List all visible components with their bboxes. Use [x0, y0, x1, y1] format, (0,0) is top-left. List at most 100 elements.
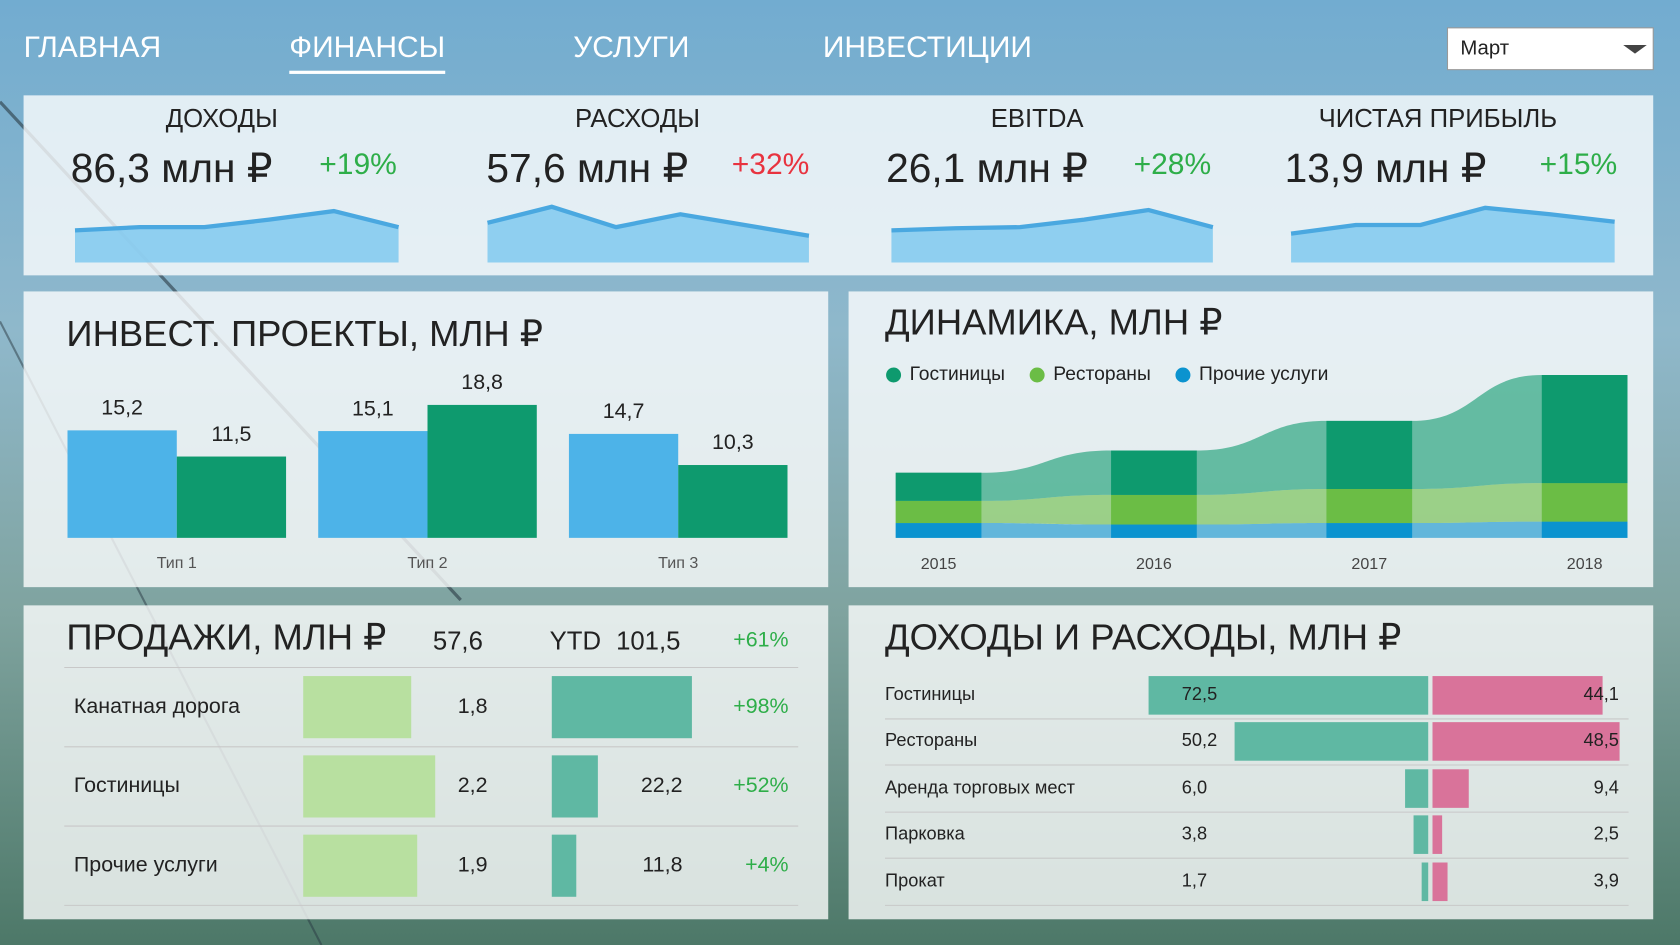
bar-value-label: 10,3 — [712, 430, 754, 454]
panel-title: ИНВЕСТ. ПРОЕКТЫ, МЛН ₽ — [66, 313, 542, 354]
total: 57,6 — [433, 628, 483, 656]
x-tick-label: Тип 3 — [658, 554, 698, 572]
stream-column — [895, 472, 982, 501]
stream-column — [895, 523, 982, 538]
bar-value-label: 15,1 — [352, 396, 394, 420]
nav-item[interactable]: ГЛАВНАЯ — [24, 31, 162, 64]
ytd-title: YTD — [550, 628, 601, 656]
sparkline-area — [75, 211, 399, 263]
bar — [67, 430, 177, 538]
bar — [427, 404, 537, 538]
kpi-value: 26,1 млн ₽ — [886, 145, 1088, 191]
panel-title: ДОХОДЫ И РАСХОДЫ, МЛН ₽ — [885, 616, 1401, 657]
sparkline-area — [1291, 207, 1615, 263]
income-value-label: 3,8 — [1182, 823, 1207, 843]
bar-value-label: 14,7 — [603, 399, 645, 423]
expense-bar — [1432, 676, 1603, 715]
ytd-change: +61% — [733, 627, 788, 651]
bar — [551, 834, 577, 897]
kpi-title: ЧИСТАЯ ПРИБЫЛЬ — [1319, 105, 1557, 133]
legend-label: Гостиницы — [910, 364, 1005, 385]
row-label: Рестораны — [885, 730, 977, 750]
ytd-total: 101,5 — [616, 628, 680, 656]
panel-title: ПРОДАЖИ, МЛН ₽ — [66, 616, 386, 657]
row-label: Аренда торговых мест — [885, 777, 1076, 797]
income-bar — [1148, 676, 1429, 715]
legend-marker — [1175, 367, 1191, 383]
bar-value-label: 11,5 — [211, 422, 251, 446]
x-tick-label: 2018 — [1567, 555, 1603, 573]
sparkline-area — [891, 210, 1213, 263]
expense-value-label: 3,9 — [1594, 871, 1619, 891]
expense-value-label: 44,1 — [1583, 684, 1618, 704]
row-label: Канатная дорога — [74, 694, 240, 718]
stream-column — [895, 500, 982, 524]
row-change: +4% — [745, 852, 788, 876]
nav-item[interactable]: ФИНАНСЫ — [289, 31, 445, 64]
dropdown-arrow[interactable] — [1623, 45, 1647, 54]
income-value-label: 1,7 — [1182, 871, 1207, 891]
expense-value-label: 9,4 — [1594, 777, 1619, 797]
panel — [848, 605, 1654, 920]
legend-marker — [1029, 367, 1045, 383]
sparkline-line — [1290, 205, 1615, 236]
legend-label: Прочие услуги — [1199, 364, 1328, 385]
bar — [303, 834, 418, 897]
income-bar — [1405, 769, 1429, 808]
stream-area — [895, 521, 1628, 538]
month-dropdown[interactable] — [1446, 27, 1654, 71]
dropdown-value[interactable]: Март — [1460, 38, 1509, 60]
bar — [568, 433, 679, 538]
bar-value-label: 11,8 — [642, 852, 682, 876]
stream-column — [1541, 375, 1628, 484]
kpi-title: ДОХОДЫ — [166, 105, 278, 133]
row-label: Прокат — [885, 871, 945, 891]
stream-area — [895, 375, 1628, 501]
bar-value-label: 1,8 — [458, 694, 488, 718]
row-label: Парковка — [885, 823, 966, 843]
stream-column — [1111, 450, 1197, 495]
kpi-title: РАСХОДЫ — [575, 105, 700, 133]
panel-title: ДИНАМИКА, МЛН ₽ — [885, 301, 1222, 342]
expense-bar — [1432, 769, 1469, 808]
expense-bar — [1432, 722, 1620, 761]
bar — [176, 456, 287, 538]
x-tick-label: 2017 — [1351, 555, 1387, 573]
nav-item[interactable]: УСЛУГИ — [573, 31, 689, 64]
stream-column — [1111, 524, 1197, 538]
bar — [318, 431, 428, 538]
income-bar — [1413, 815, 1429, 854]
kpi-title: EBITDA — [991, 105, 1085, 133]
kpi-change: +28% — [1134, 148, 1212, 181]
sparkline-line — [486, 204, 810, 238]
row-change: +52% — [733, 773, 788, 797]
row-label: Гостиницы — [885, 684, 975, 704]
income-bar — [1421, 862, 1429, 902]
stream-column — [1541, 521, 1628, 538]
nav-item[interactable]: ИНВЕСТИЦИИ — [823, 31, 1032, 64]
expense-bar — [1432, 862, 1448, 902]
row-change: +98% — [733, 694, 788, 718]
x-tick-label: 2015 — [921, 555, 957, 573]
expense-value-label: 2,5 — [1594, 823, 1619, 843]
sparkline-area — [487, 206, 809, 263]
kpi-change: +15% — [1540, 148, 1618, 181]
bar — [551, 676, 692, 739]
stream-column — [1541, 483, 1628, 522]
kpi-change: +19% — [319, 148, 397, 181]
bar — [678, 465, 788, 538]
income-value-label: 50,2 — [1182, 730, 1217, 750]
bar-value-label: 1,9 — [458, 852, 488, 876]
x-tick-label: Тип 2 — [407, 554, 447, 572]
stream-column — [1326, 523, 1413, 538]
bar — [303, 676, 412, 739]
bar — [551, 755, 598, 818]
income-value-label: 6,0 — [1182, 777, 1207, 797]
sparkline-line — [891, 207, 1214, 233]
x-tick-label: Тип 1 — [157, 554, 197, 572]
row-label: Прочие услуги — [74, 852, 218, 876]
nav-underline — [289, 70, 446, 74]
bar-value-label: 2,2 — [458, 773, 488, 797]
legend-marker — [886, 367, 902, 383]
